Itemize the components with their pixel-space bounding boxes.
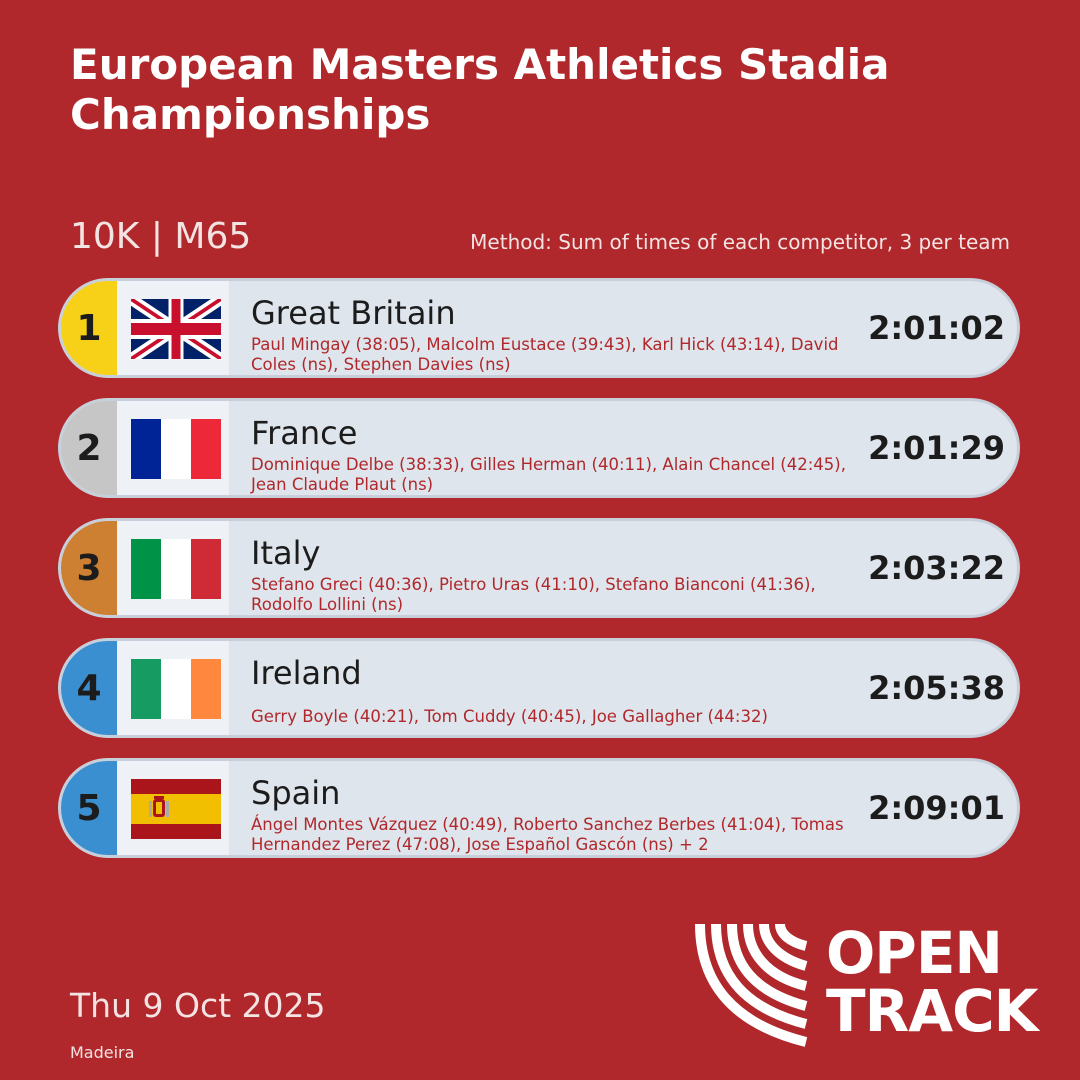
flag-spain-icon — [131, 779, 221, 839]
rank-badge: 5 — [61, 761, 117, 855]
team-members: Ángel Montes Vázquez (40:49), Roberto Sa… — [251, 815, 844, 854]
flag-france-icon — [131, 419, 221, 479]
result-row-france: 2 France Dominique Delbe (38:33), Gilles… — [58, 398, 1020, 498]
flag-cell — [117, 401, 229, 495]
opentrack-logo: OPEN TRACK — [694, 924, 1039, 1048]
logo-line-open: OPEN — [826, 919, 1003, 987]
team-time: 2:01:02 — [868, 309, 1005, 347]
team-members: Gerry Boyle (40:21), Tom Cuddy (40:45), … — [251, 707, 768, 726]
flag-cell — [117, 641, 229, 735]
team-members: Dominique Delbe (38:33), Gilles Herman (… — [251, 455, 846, 494]
event-venue: Madeira — [70, 1043, 135, 1062]
flag-great-britain-icon — [131, 299, 221, 359]
team-name: Great Britain — [251, 294, 456, 332]
rank-badge: 2 — [61, 401, 117, 495]
results-list: 1 Great Britain Paul Mingay (38:05), Mal… — [58, 278, 1020, 878]
team-name: France — [251, 414, 358, 452]
team-name: Ireland — [251, 654, 362, 692]
team-time: 2:03:22 — [868, 549, 1005, 587]
team-members: Paul Mingay (38:05), Malcolm Eustace (39… — [251, 335, 839, 374]
flag-cell — [117, 281, 229, 375]
team-time: 2:05:38 — [868, 669, 1005, 707]
opentrack-wordmark: OPEN TRACK — [826, 919, 1039, 1045]
result-row-great-britain: 1 Great Britain Paul Mingay (38:05), Mal… — [58, 278, 1020, 378]
event-date: Thu 9 Oct 2025 — [70, 986, 326, 1025]
team-name: Italy — [251, 534, 321, 572]
flag-ireland-icon — [131, 659, 221, 719]
team-members: Stefano Greci (40:36), Pietro Uras (41:1… — [251, 575, 816, 614]
result-row-spain: 5 Spain Ángel Montes Vázquez (40:49), Ro… — [58, 758, 1020, 858]
team-time: 2:09:01 — [868, 789, 1005, 827]
result-row-ireland: 4 Ireland Gerry Boyle (40:21), Tom Cuddy… — [58, 638, 1020, 738]
rank-badge: 4 — [61, 641, 117, 735]
opentrack-track-icon — [695, 924, 808, 1047]
flag-italy-icon — [131, 539, 221, 599]
logo-line-track: TRACK — [826, 977, 1039, 1045]
team-name: Spain — [251, 774, 341, 812]
team-time: 2:01:29 — [868, 429, 1005, 467]
rank-badge: 1 — [61, 281, 117, 375]
flag-cell — [117, 521, 229, 615]
scoring-method: Method: Sum of times of each competitor,… — [470, 230, 1010, 254]
page-title: European Masters Athletics Stadia Champi… — [70, 40, 890, 139]
rank-badge: 3 — [61, 521, 117, 615]
event-label: 10K | M65 — [70, 216, 252, 257]
flag-cell — [117, 761, 229, 855]
result-row-italy: 3 Italy Stefano Greci (40:36), Pietro Ur… — [58, 518, 1020, 618]
